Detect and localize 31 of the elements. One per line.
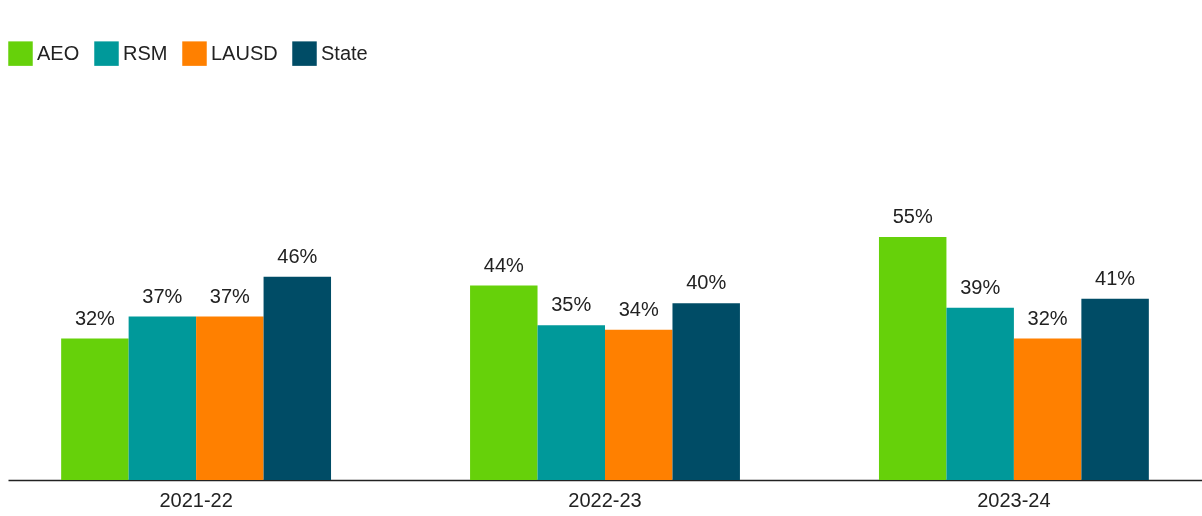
bar <box>946 307 1014 480</box>
x-tick-label: 2022-23 <box>568 488 642 511</box>
bar <box>61 338 129 480</box>
bar <box>537 325 605 480</box>
legend-label: State <box>321 41 368 64</box>
bar <box>672 303 740 480</box>
data-label: 34% <box>618 297 659 320</box>
data-label: 55% <box>892 205 933 227</box>
bar <box>605 329 673 480</box>
bar <box>470 285 538 480</box>
legend-label: AEO <box>37 41 80 64</box>
data-label: 37% <box>142 284 183 307</box>
data-label: 39% <box>960 275 1001 298</box>
bar <box>1081 298 1149 480</box>
bar <box>878 237 947 480</box>
data-label: 46% <box>277 244 318 267</box>
legend-label: LAUSD <box>211 41 278 64</box>
bar <box>1013 338 1082 480</box>
data-label: 41% <box>1095 266 1136 289</box>
bar <box>263 276 332 480</box>
data-label: 40% <box>686 271 727 294</box>
bar <box>196 316 264 480</box>
data-label: 32% <box>74 306 116 329</box>
data-label: 44% <box>483 253 525 276</box>
data-label: 32% <box>1027 306 1068 329</box>
bar <box>128 316 197 480</box>
data-label: 37% <box>209 284 251 307</box>
x-tick-label: 2023-24 <box>977 488 1051 511</box>
legend-label: RSM <box>123 41 168 64</box>
x-tick-label: 2021-22 <box>159 488 233 511</box>
data-label: 35% <box>551 293 592 316</box>
